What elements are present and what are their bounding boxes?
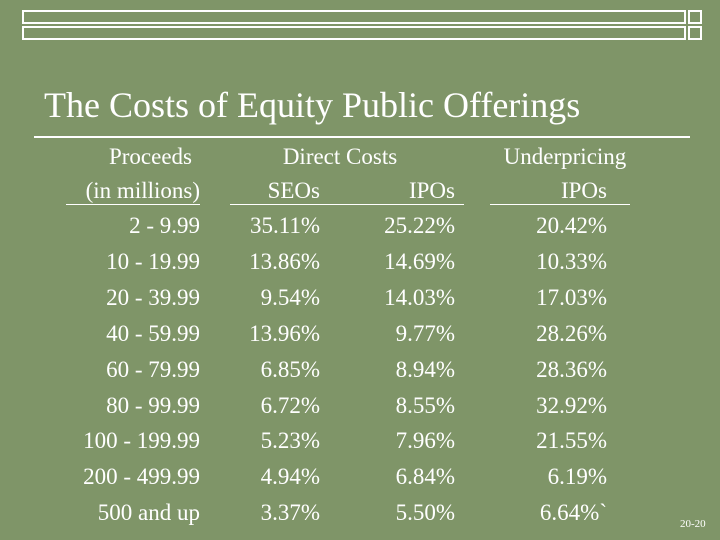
ipo-cost-cell: 14.03%: [384, 284, 455, 310]
underpricing-cell: 17.03%: [536, 284, 607, 310]
proceeds-underline: [66, 204, 200, 205]
underpricing-cell: 6.64%`: [539, 500, 607, 526]
underpricing-cell: 28.26%: [536, 320, 607, 346]
ipo-cost-cell: 25.22%: [384, 213, 455, 238]
header-direct-costs: Direct Costs: [282, 144, 398, 169]
underpricing-cell: 32.92%: [536, 392, 607, 418]
seo-cost-cell: 6.72%: [260, 392, 320, 418]
underpricing-cell: 10.33%: [536, 248, 607, 274]
seo-cost-cell: 13.96%: [249, 320, 320, 346]
proceeds-cell: 500 and up: [97, 500, 200, 526]
seo-cost-cell: 6.85%: [260, 356, 320, 382]
seo-cost-cell: 4.94%: [260, 464, 320, 490]
seo-cost-cell: 5.23%: [260, 428, 320, 454]
underpricing-cell: 21.55%: [536, 428, 607, 454]
seo-cost-cell: 9.54%: [260, 284, 320, 310]
top-bar-lower: [22, 26, 686, 40]
header-underpricing-ipos: IPOs: [560, 178, 607, 203]
ipo-cost-cell: 8.55%: [395, 392, 455, 418]
proceeds-cell: 40 - 59.99: [106, 320, 200, 346]
proceeds-cell: 200 - 499.99: [83, 464, 200, 490]
header-ipos: IPOs: [408, 178, 455, 203]
proceeds-cell: 100 - 199.99: [83, 428, 200, 454]
header-seos: SEOs: [267, 178, 320, 203]
seo-cost-cell: 3.37%: [260, 500, 320, 526]
ipo-cost-cell: 8.94%: [395, 356, 455, 382]
underpricing-underline: [490, 204, 630, 205]
underpricing-cell: 6.19%: [547, 464, 607, 490]
ipo-cost-cell: 14.69%: [384, 248, 455, 274]
proceeds-cell: 2 - 9.99: [129, 213, 200, 238]
top-decoration: [22, 10, 702, 40]
title-rule: [34, 136, 690, 138]
top-bar-upper: [22, 10, 686, 24]
proceeds-cell: 10 - 19.99: [106, 248, 200, 274]
ipo-cost-cell: 5.50%: [395, 500, 455, 526]
header-proceeds: Proceeds: [108, 144, 192, 169]
seo-cost-cell: 35.11%: [249, 213, 320, 238]
proceeds-cell: 20 - 39.99: [106, 284, 200, 310]
top-square-upper: [688, 10, 702, 24]
ipo-cost-cell: 7.96%: [395, 428, 455, 454]
header-underpricing: Underpricing: [503, 144, 627, 169]
seo-cost-cell: 13.86%: [249, 248, 320, 274]
proceeds-cell: 60 - 79.99: [106, 356, 200, 382]
ipo-cost-cell: 9.77%: [395, 320, 455, 346]
ipo-cost-cell: 6.84%: [395, 464, 455, 490]
page-number: 20-20: [680, 518, 706, 530]
header-proceeds-sub: (in millions): [85, 178, 200, 203]
direct-costs-underline: [230, 204, 464, 205]
top-square-lower: [688, 26, 702, 40]
underpricing-cell: 20.42%: [536, 213, 607, 238]
underpricing-cell: 28.36%: [536, 356, 607, 382]
slide-title: The Costs of Equity Public Offerings: [44, 85, 581, 125]
proceeds-cell: 80 - 99.99: [106, 392, 200, 418]
